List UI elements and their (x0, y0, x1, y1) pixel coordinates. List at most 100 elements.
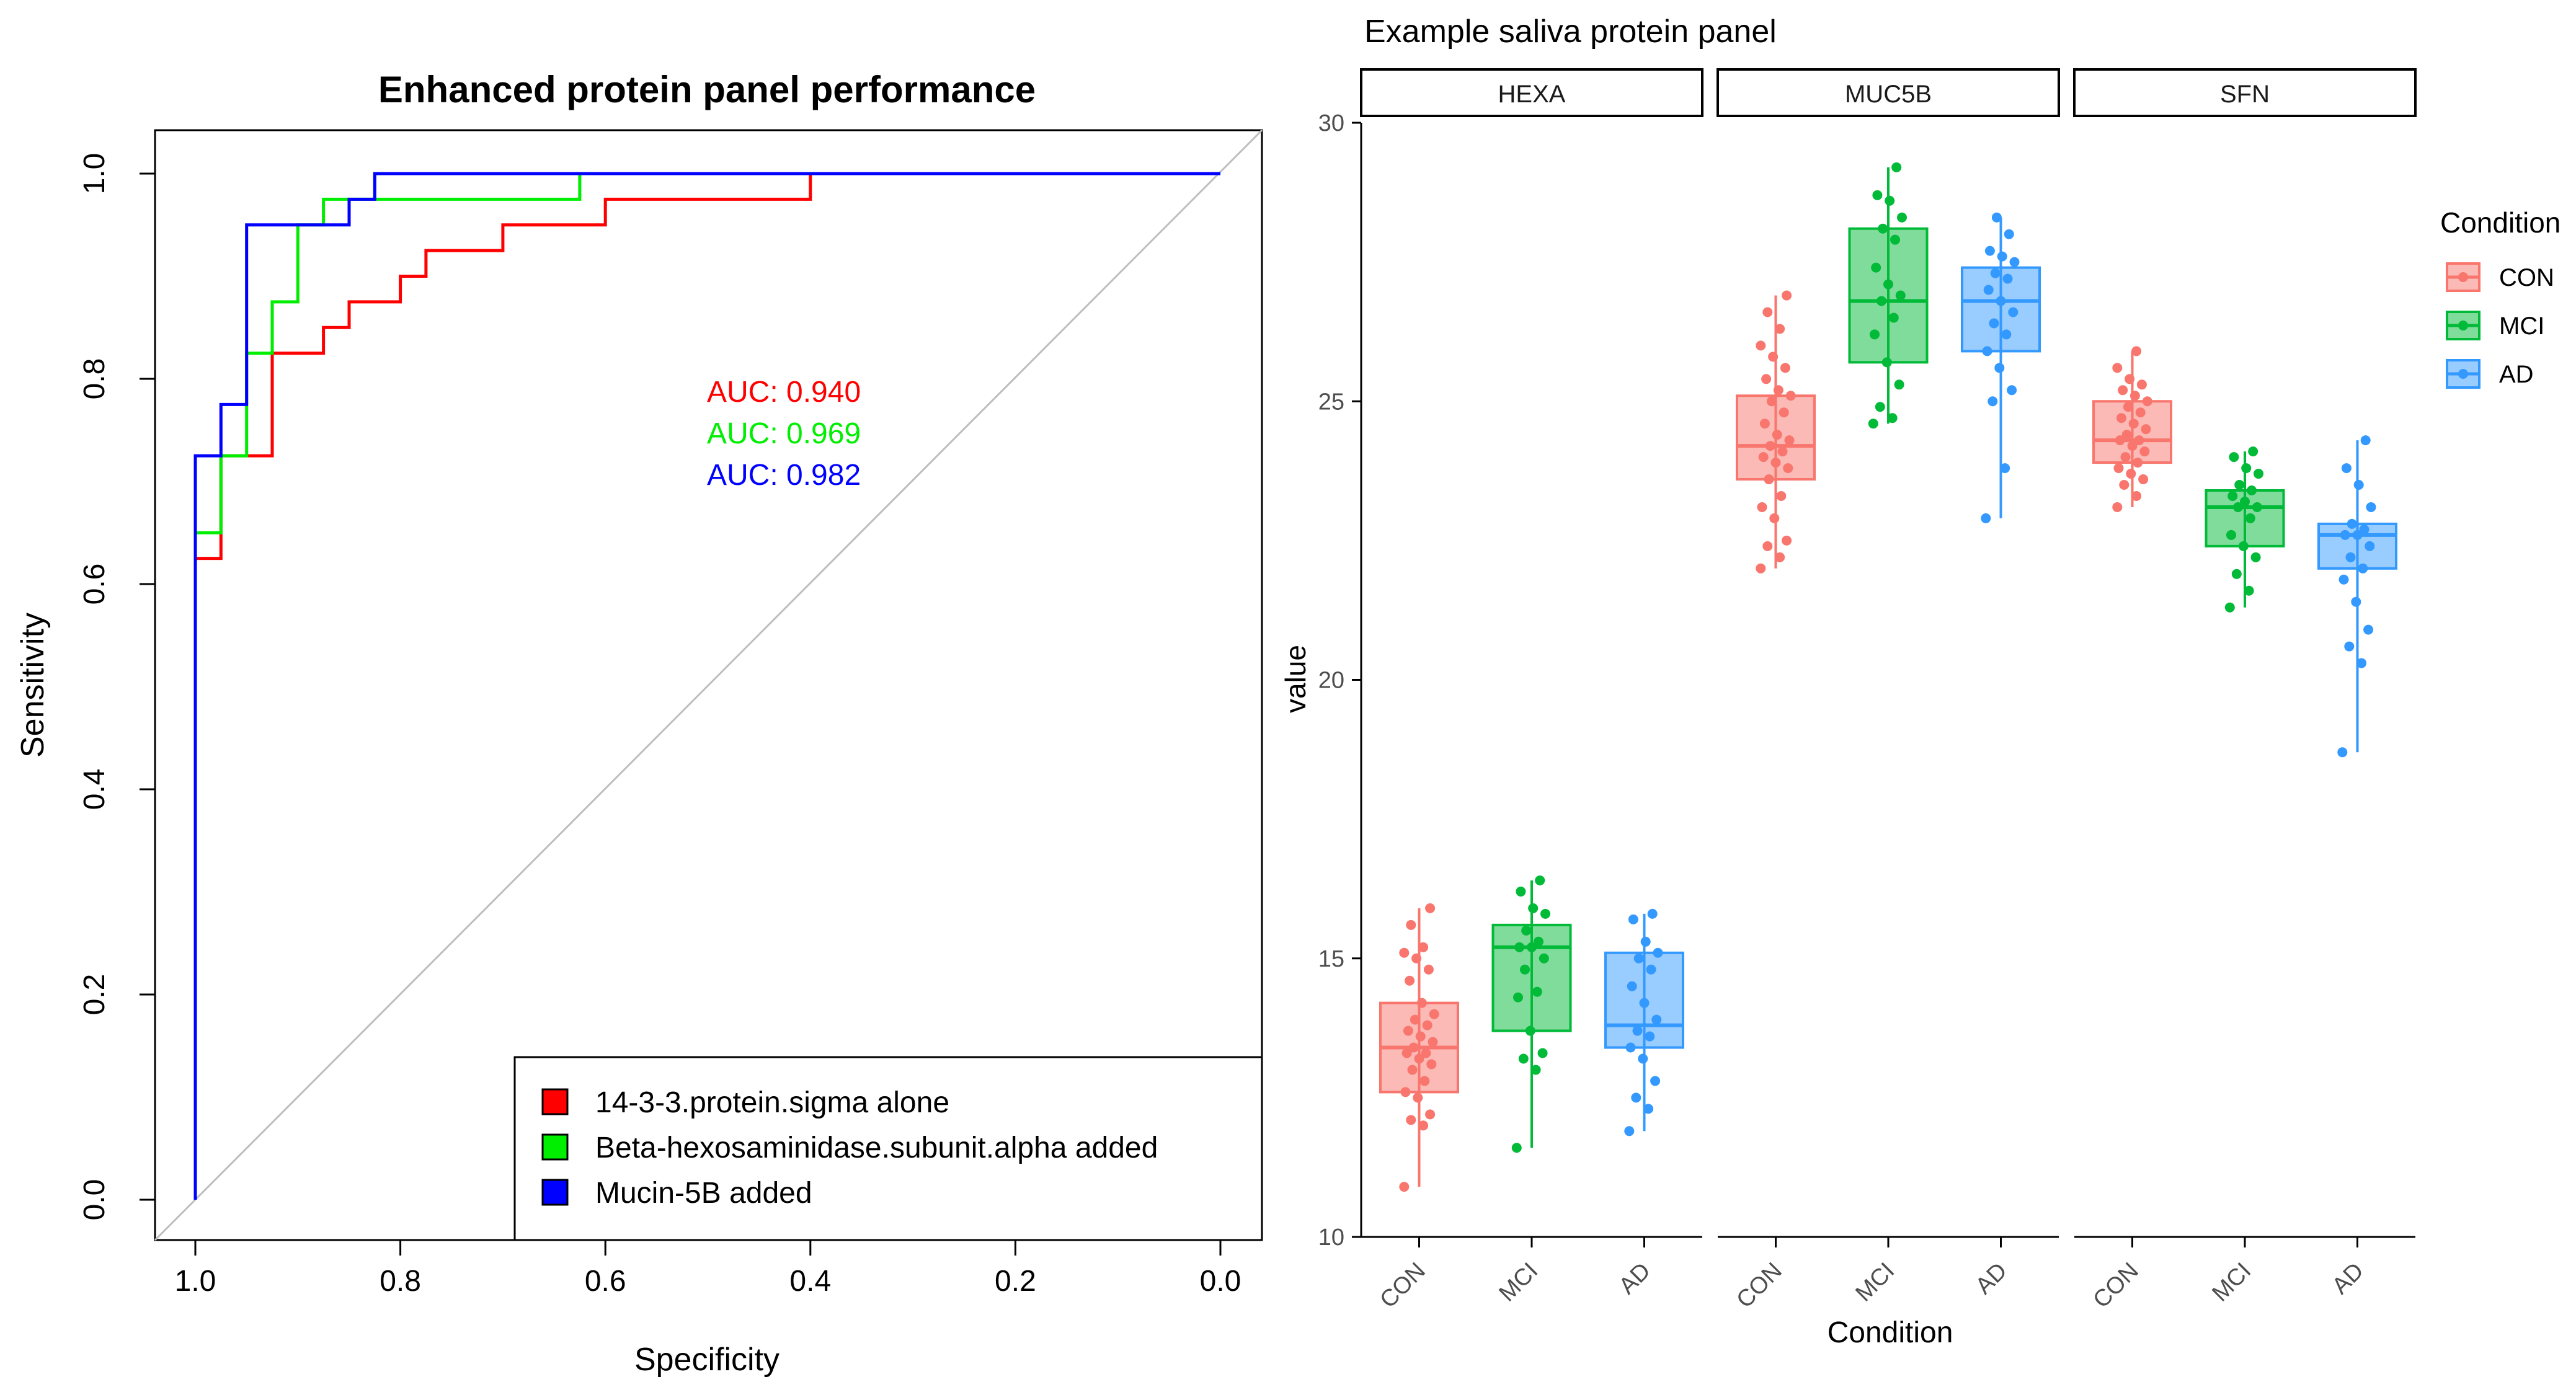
box-data-point (1881, 357, 1892, 368)
boxplot-y-tick-label: 25 (1318, 389, 1344, 415)
box-data-point (1895, 290, 1906, 301)
box-data-point (1991, 212, 2002, 223)
box-data-point (1628, 914, 1638, 924)
box-data-point (1403, 1026, 1413, 1036)
box-data-point (2127, 441, 2138, 451)
box-sfn-con (2092, 346, 2172, 512)
roc-legend-swatch-mucin-5b-added (541, 1179, 569, 1206)
box-data-point (1897, 212, 1907, 223)
box-data-point (2227, 490, 2238, 501)
roc-x-tick-label: 1.0 (175, 1265, 216, 1298)
box-data-point (1423, 964, 1434, 975)
box-hexa-ad (1604, 908, 1684, 1136)
box-data-point (1990, 268, 2001, 278)
facet-strip-sfn (2073, 68, 2417, 117)
box-data-point (1878, 223, 1888, 234)
box-iqr (1848, 227, 1929, 364)
box-data-point (1772, 430, 1782, 440)
box-data-point (1780, 363, 1790, 373)
box-data-point (1643, 1104, 1654, 1114)
box-data-point (2358, 563, 2368, 574)
box-data-point (1868, 419, 1878, 429)
box-data-point (1539, 953, 1549, 964)
roc-x-tick-label: 0.8 (380, 1265, 421, 1298)
boxplot-legend-title: Condition (2440, 206, 2560, 239)
box-data-point (2004, 229, 2014, 239)
box-data-point (1775, 324, 1785, 334)
roc-panel: Enhanced protein panel performance 1.0 0.… (15, 69, 1263, 1378)
box-data-point (1426, 1059, 1437, 1070)
boxplot-legend-label-ad: AD (2499, 361, 2534, 388)
box-data-point (1632, 1026, 1643, 1036)
box-data-point (1894, 379, 1904, 390)
roc-auc-label-2: AUC: 0.969 (707, 417, 861, 450)
box-data-point (2248, 446, 2258, 457)
box-data-point (2234, 480, 2245, 490)
facet-strip-label-muc5b: MUC5B (1845, 81, 1932, 108)
box-data-point (2138, 474, 2149, 485)
box-data-point (1762, 307, 1773, 317)
box-data-point (2344, 641, 2355, 652)
roc-legend-frame (513, 1056, 1263, 1241)
boxplot-legend-point (2458, 272, 2468, 282)
box-data-point (2000, 463, 2010, 474)
roc-y-axis: 0.0 0.2 0.4 0.6 0.8 1.0 (78, 153, 156, 1220)
box-sfn-ad (2317, 435, 2397, 758)
box-data-point (2254, 469, 2263, 479)
boxplot-legend-key-con (2446, 262, 2481, 292)
box-data-point (2252, 502, 2262, 512)
box-data-point (2365, 541, 2375, 551)
roc-legend-label-beta-hexosaminidase-subunit-alpha-added: Beta-hexosaminidase.subunit.alpha added (595, 1132, 1158, 1164)
boxplot-legend-key-mci (2446, 311, 2481, 340)
box-data-point (2353, 480, 2364, 490)
roc-legend: 14-3-3.protein.sigma alone Beta-hexosamin… (513, 1056, 1263, 1241)
roc-series-lines (193, 172, 1220, 1200)
boxplot-y-tick-label: 15 (1318, 946, 1344, 972)
box-data-point (1872, 190, 1883, 200)
box-data-point (2121, 430, 2132, 440)
boxplot-legend-point (2458, 369, 2468, 379)
box-data-point (1535, 875, 1545, 885)
box-data-point (1888, 312, 1899, 323)
box-data-point (2139, 446, 2150, 457)
box-data-point (2120, 452, 2131, 463)
box-data-point (1406, 1115, 1416, 1125)
box-data-point (2116, 413, 2126, 423)
box-data-point (1425, 903, 1436, 913)
box-data-point (1405, 975, 1415, 986)
box-data-point (1758, 452, 1769, 463)
box-data-point (1418, 942, 1429, 952)
box-data-point (1775, 552, 1785, 562)
box-data-point (1421, 1048, 1431, 1058)
box-data-point (2341, 463, 2352, 474)
box-data-point (1653, 947, 1663, 958)
box-data-point (1399, 947, 1410, 958)
roc-auc-label-1: AUC: 0.940 (707, 376, 861, 409)
box-data-point (1996, 296, 2006, 306)
roc-line-beta-hexosaminidase-subunit-alpha-added (193, 172, 1220, 1200)
box-data-point (1761, 374, 1772, 384)
box-data-point (1994, 363, 2005, 373)
box-data-point (1640, 936, 1651, 947)
box-data-point (1514, 942, 1525, 952)
roc-legend-label-14-3-3-protein-sigma-alone: 14-3-3.protein.sigma alone (595, 1086, 949, 1119)
box-data-point (1983, 285, 1994, 295)
box-data-point (1534, 936, 1543, 947)
box-data-point (2119, 480, 2130, 490)
box-data-point (1624, 1126, 1635, 1136)
roc-auc-labels: AUC: 0.940 AUC: 0.969 AUC: 0.982 (707, 376, 861, 492)
box-data-point (1870, 329, 1880, 340)
box-data-point (2115, 435, 2125, 446)
box-data-point (2130, 391, 2140, 401)
box-data-point (1406, 919, 1416, 930)
roc-y-axis-label: Sensitivity (15, 613, 51, 758)
box-data-point (1428, 1037, 1438, 1047)
box-data-point (1777, 446, 1788, 457)
box-data-point (1422, 1020, 1432, 1030)
box-data-point (2250, 552, 2261, 562)
box-data-point (2131, 346, 2142, 357)
box-data-point (2123, 402, 2133, 412)
box-data-point (2007, 385, 2017, 396)
